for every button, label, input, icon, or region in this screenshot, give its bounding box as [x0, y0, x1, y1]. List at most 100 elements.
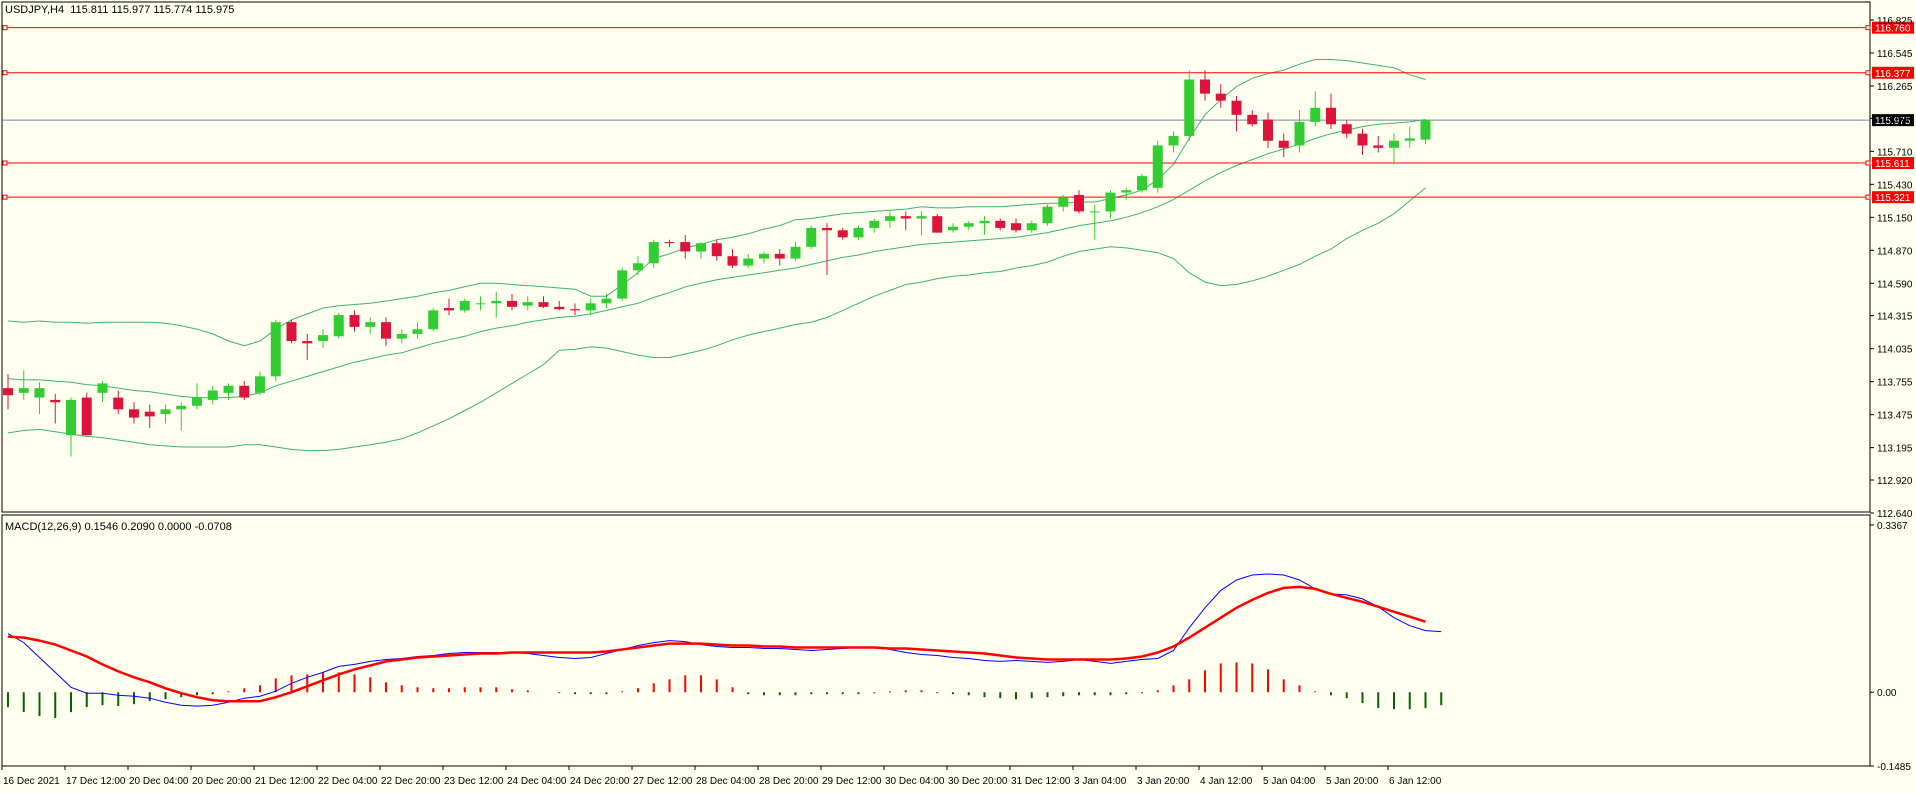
candle-body — [34, 388, 45, 398]
candle-body — [869, 220, 880, 228]
candle — [617, 267, 628, 301]
candle-body — [774, 253, 785, 259]
candle-body — [129, 409, 139, 418]
macd-frame — [1, 514, 1871, 767]
candle-body — [1326, 107, 1336, 125]
time-tick-label: 6 Jan 12:00 — [1389, 776, 1442, 787]
candle — [34, 382, 45, 415]
candle-body — [1404, 138, 1415, 141]
candle — [1420, 119, 1431, 145]
candle — [1026, 220, 1037, 233]
candle — [255, 371, 265, 396]
candle — [774, 249, 785, 266]
candle — [475, 296, 486, 311]
candle — [1231, 95, 1242, 132]
candle-body — [1263, 119, 1273, 141]
candle-body — [507, 300, 517, 307]
candle — [601, 293, 612, 309]
candle — [144, 404, 155, 429]
time-tick-label: 20 Dec 04:00 — [129, 776, 189, 787]
time-tick-label: 21 Dec 12:00 — [255, 776, 315, 787]
macd-main-line — [7, 573, 1442, 707]
candle-body — [1121, 190, 1132, 193]
macd-panel: 0.3367 0.00 -0.1485 — [7, 521, 1911, 773]
candle-body — [302, 341, 313, 344]
candle — [680, 234, 691, 259]
candle — [1105, 190, 1116, 219]
candle — [1074, 190, 1084, 214]
candle — [727, 249, 738, 268]
candle — [192, 383, 202, 410]
candle-body — [1042, 206, 1053, 224]
time-tick-label: 4 Jan 12:00 — [1200, 776, 1253, 787]
candle — [696, 242, 706, 259]
time-tick-label: 30 Dec 04:00 — [885, 776, 945, 787]
candles[interactable] — [3, 70, 1431, 457]
price-tick-label: 115.710 — [1877, 147, 1913, 158]
candle — [1247, 110, 1258, 127]
candle — [822, 223, 832, 276]
candle — [1137, 173, 1147, 193]
level-label-bg — [1872, 191, 1914, 204]
candle-body — [585, 303, 596, 311]
time-tick-label: 24 Dec 20:00 — [570, 776, 630, 787]
candle — [428, 308, 439, 332]
time-tick-label: 3 Jan 20:00 — [1137, 776, 1190, 787]
candle — [648, 239, 659, 268]
candle — [129, 402, 139, 424]
time-tick-label: 28 Dec 04:00 — [696, 776, 756, 787]
macd-info: MACD(12,26,9) 0.1546 0.2090 0.0000 -0.07… — [5, 521, 232, 533]
candle-body — [664, 242, 675, 244]
candle-body — [270, 322, 281, 377]
candle-body — [680, 242, 691, 252]
candle — [1326, 93, 1336, 129]
candle-body — [160, 409, 171, 415]
time-tick-label: 28 Dec 20:00 — [759, 776, 819, 787]
macd-tick-label: 0.00 — [1877, 688, 1897, 699]
level-label-bg — [1872, 157, 1914, 170]
candle — [270, 319, 281, 382]
candle-body — [979, 220, 990, 224]
candle — [1058, 194, 1069, 212]
candle-body — [412, 329, 423, 334]
candle-body — [1294, 121, 1305, 146]
candle-body — [113, 397, 124, 410]
candle-body — [1184, 79, 1195, 137]
time-tick-label: 29 Dec 12:00 — [822, 776, 882, 787]
candle — [806, 225, 817, 250]
time-axis: 16 Dec 2021 17 Dec 12:00 20 Dec 04:00 20 De… — [1, 766, 1442, 787]
candle — [585, 298, 596, 316]
candle-body — [66, 399, 76, 436]
candle-body — [1231, 100, 1242, 115]
time-tick-label: 30 Dec 20:00 — [948, 776, 1008, 787]
candle — [207, 385, 218, 405]
price-tick-label: 114.035 — [1877, 345, 1913, 356]
candle-body — [1373, 145, 1384, 148]
candle — [916, 211, 927, 235]
candle-body — [1152, 145, 1163, 188]
macd-signal-line — [7, 585, 1426, 703]
time-tick-label: 16 Dec 2021 — [3, 776, 60, 787]
bollinger-upper — [7, 59, 1426, 347]
level-anchor — [2, 194, 8, 200]
candle — [1089, 204, 1100, 240]
price-axis: 116.825 116.545 116.265 115.990 115.710 115.4… — [1870, 16, 1913, 520]
candle — [711, 239, 722, 261]
candle — [1278, 133, 1289, 158]
candle — [522, 296, 533, 311]
price-tick-label: 114.870 — [1877, 246, 1913, 257]
candle — [1373, 136, 1384, 153]
candle-body — [538, 302, 549, 307]
bollinger-lower — [7, 187, 1426, 452]
time-tick-label: 20 Dec 20:00 — [192, 776, 252, 787]
candle-body — [633, 263, 643, 271]
time-tick-label: 5 Jan 20:00 — [1326, 776, 1379, 787]
level-anchor — [1865, 25, 1871, 31]
candle-body — [333, 315, 344, 337]
candle — [869, 218, 880, 233]
candle-body — [885, 216, 895, 221]
symbol-info: USDJPY,H4 115.811 115.977 115.774 115.97… — [5, 4, 235, 16]
candle-body — [1168, 136, 1179, 146]
candle-body — [822, 227, 832, 231]
